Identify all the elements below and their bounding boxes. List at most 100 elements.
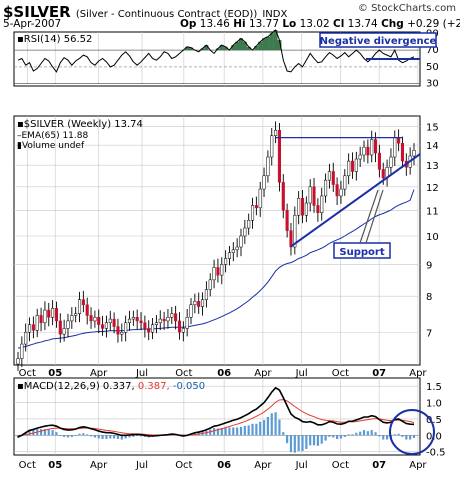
candle-body [27, 324, 32, 333]
chart-header-title: $SILVER (Silver - Continuous Contract (E… [3, 2, 287, 21]
candle-body [254, 205, 258, 209]
x-tick-label: 05 [48, 460, 62, 471]
candle-body [81, 299, 85, 306]
macd-histogram-bar [270, 413, 273, 436]
candle-body [189, 304, 193, 318]
macd-histogram-bar [228, 427, 231, 436]
candle-body [74, 313, 78, 316]
candle-body [339, 188, 343, 197]
price-tick-label: 14 [426, 141, 439, 152]
macd-histogram-bar [74, 435, 77, 436]
macd-histogram-bar [43, 429, 47, 436]
macd-histogram-bar [28, 429, 31, 436]
candle-body [177, 320, 182, 333]
macd-histogram-bar [136, 435, 139, 436]
candle-body [277, 129, 281, 183]
macd-frame [13, 377, 421, 456]
candle-body [270, 135, 274, 158]
x-tick-label: Apr [254, 368, 272, 379]
candle-body [297, 198, 301, 216]
candle-body [181, 328, 185, 333]
volume-legend: ▮Volume undef [17, 141, 85, 151]
price-tick-label: 7 [426, 328, 432, 339]
candle-body [400, 143, 405, 162]
macd-histogram-bar [316, 435, 319, 446]
candle-body [335, 184, 339, 197]
macd-histogram-bar [86, 434, 89, 436]
x-tick-label: Oct [19, 460, 36, 471]
support-box [333, 242, 391, 259]
candle-body [374, 139, 378, 154]
macd-histogram-bar [59, 435, 62, 436]
watermark: © StockCharts.com [357, 3, 456, 14]
symbol: $SILVER [3, 3, 71, 21]
candle-body [127, 318, 132, 324]
macd-histogram-bar [320, 435, 323, 444]
candle-body [193, 301, 197, 306]
macd-histogram-bar [370, 430, 373, 436]
candle-body [358, 154, 362, 160]
quote-values: Op 13.46 Hi 13.77 Lo 13.02 Cl 13.74 Chg … [180, 18, 460, 30]
candle-body [51, 308, 55, 318]
candle-body [200, 299, 205, 307]
rsi-line [17, 29, 415, 73]
macd-histogram-bar [113, 435, 116, 439]
candle-body [43, 309, 47, 324]
price-legend: ▪$SILVER (Weekly) 13.74 [17, 119, 143, 130]
macd-histogram-bar [366, 431, 369, 436]
macd-histogram-bar [339, 435, 343, 439]
macd-histogram-bar [239, 426, 243, 436]
candle-body [120, 332, 124, 335]
macd-tick-label: 1.5 [426, 382, 442, 393]
macd-histogram-bar [120, 435, 123, 440]
macd-histogram-bar [262, 420, 266, 436]
price-tick-label: 10 [426, 232, 439, 243]
macd-histogram-bar [193, 432, 196, 436]
macd-histogram-bar [359, 431, 362, 436]
macd-histogram-bar [247, 425, 250, 436]
candle-body [393, 137, 397, 158]
macd-histogram-bar [101, 435, 104, 440]
macd-histogram-bar [355, 432, 358, 436]
price-tick-label: 15 [426, 123, 439, 134]
macd-histogram-bar [109, 435, 112, 439]
macd-histogram-bar [289, 435, 293, 453]
price-tick-label: 11 [426, 206, 439, 217]
x-tick-label: Apr [409, 368, 427, 379]
candle-body [377, 152, 381, 170]
macd-histogram-bar [382, 435, 385, 440]
macd-histogram-bar [70, 435, 73, 437]
price-tick-label: 8 [426, 292, 432, 303]
candle-body [58, 320, 62, 335]
x-tick-label: Oct [332, 368, 349, 379]
macd-histogram-bar [409, 435, 412, 440]
candle-body [293, 214, 297, 248]
macd-histogram-bar [78, 433, 81, 436]
rsi-tick-label: 30 [426, 79, 439, 90]
candle-body [247, 220, 251, 229]
macd-histogram-bar [328, 435, 331, 437]
candle-body [204, 289, 208, 300]
x-tick-label: Oct [175, 368, 192, 379]
macd-histogram-bar [301, 435, 304, 452]
candle-body [362, 146, 366, 156]
macd-histogram-bar [401, 435, 404, 437]
macd-histogram-bar [93, 435, 96, 438]
macd-histogram-bar [405, 435, 408, 440]
macd-histogram-bar [305, 435, 308, 449]
high-value: 13.77 [248, 18, 279, 30]
macd-legend-hist: -0.050 [173, 381, 205, 392]
candle-body [77, 299, 82, 314]
candle-body [139, 320, 143, 324]
candle-body [166, 317, 170, 322]
rsi-tick-label: 50 [426, 62, 439, 73]
candle-body [231, 249, 235, 253]
candle-body [93, 317, 97, 322]
candle-body [24, 332, 28, 345]
x-tick-label: Oct [175, 460, 192, 471]
macd-histogram-bar [212, 428, 216, 436]
macd-histogram-bar [51, 430, 54, 436]
candle-body [89, 315, 93, 322]
macd-histogram-bar [347, 434, 350, 436]
